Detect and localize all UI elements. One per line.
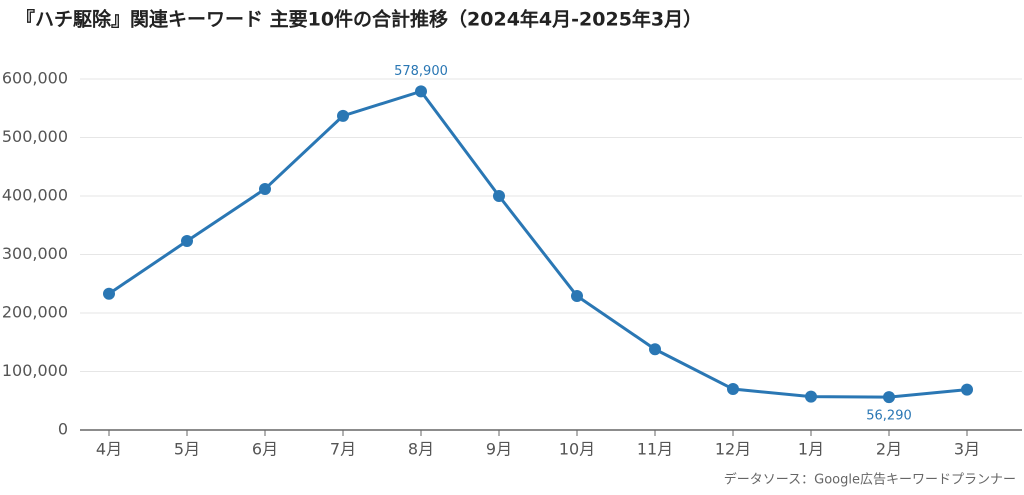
line — [108, 89, 968, 399]
point — [961, 383, 973, 396]
point — [493, 190, 505, 202]
chart-title: 『ハチ駆除』関連キーワード 主要10件の合計推移（2024年4月-2025年3月… — [16, 8, 702, 31]
point — [415, 85, 427, 98]
x-tick-label: 12月 — [715, 440, 751, 459]
x-tick-label: 1月 — [798, 440, 824, 459]
point — [883, 391, 895, 404]
y-tick-label: 400,000 — [2, 186, 68, 205]
x-tick-label: 10月 — [559, 440, 595, 459]
point — [649, 343, 661, 356]
x-tick-label: 9月 — [486, 440, 512, 459]
x-tick-label: 5月 — [174, 440, 200, 459]
y-tick-label: 500,000 — [2, 127, 68, 146]
y-tick-label: 100,000 — [2, 361, 68, 380]
point — [805, 390, 817, 403]
value-label: 56,290 — [866, 409, 912, 424]
point — [103, 287, 115, 300]
y-tick-label: 300,000 — [2, 244, 68, 263]
x-tick-label: 8月 — [408, 440, 434, 459]
y-tick-label: 0 — [58, 420, 68, 439]
x-tick-label: 6月 — [252, 440, 278, 459]
point — [181, 235, 193, 248]
point — [571, 290, 583, 303]
x-tick-label: 2月 — [876, 440, 902, 459]
value-label: 578,900 — [394, 64, 448, 79]
x-tick-label: 3月 — [954, 440, 980, 459]
source-note: データソース：Google広告キーワードプランナー — [724, 472, 1016, 488]
x-tick-label: 7月 — [330, 440, 356, 459]
x-tick-label: 11月 — [637, 440, 673, 459]
point — [337, 109, 349, 122]
y-tick-label: 200,000 — [2, 303, 68, 322]
x-tick-label: 4月 — [96, 440, 122, 459]
y-tick-label: 600,000 — [2, 69, 68, 88]
point — [727, 383, 739, 396]
point — [259, 182, 271, 195]
